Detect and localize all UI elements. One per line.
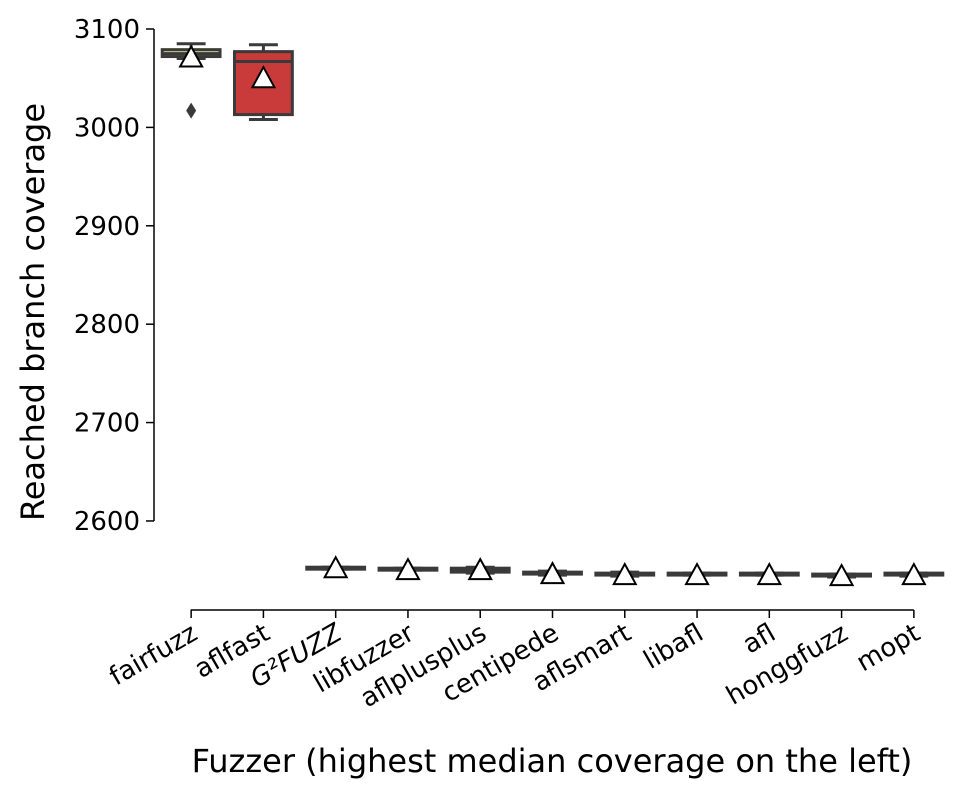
mean-marker [684, 562, 710, 586]
mean-marker [756, 562, 783, 586]
y-tick-label: 2600 [74, 507, 140, 537]
mean-marker [467, 557, 493, 581]
y-axis-label: Reached branch coverage [14, 103, 52, 521]
mean-marker [539, 561, 566, 585]
x-tick-label: fairfuzz [105, 618, 203, 692]
mean-marker [828, 562, 855, 587]
mean-marker [250, 65, 277, 89]
mean-marker [322, 555, 349, 579]
mean-marker [612, 562, 638, 586]
mean-marker [395, 557, 421, 581]
y-tick-label: 2800 [74, 310, 140, 340]
y-tick-label: 3100 [74, 15, 140, 45]
x-axis-label: Fuzzer (highest median coverage on the l… [192, 742, 913, 780]
mean-marker [178, 44, 204, 68]
mean-marker [901, 562, 927, 586]
x-tick-label: mopt [852, 618, 926, 678]
y-tick-label: 2900 [74, 212, 140, 242]
outlier [186, 102, 197, 119]
y-tick-label: 3000 [74, 113, 140, 143]
x-tick-label: libafl [639, 618, 709, 676]
y-tick-label: 2700 [74, 409, 140, 439]
